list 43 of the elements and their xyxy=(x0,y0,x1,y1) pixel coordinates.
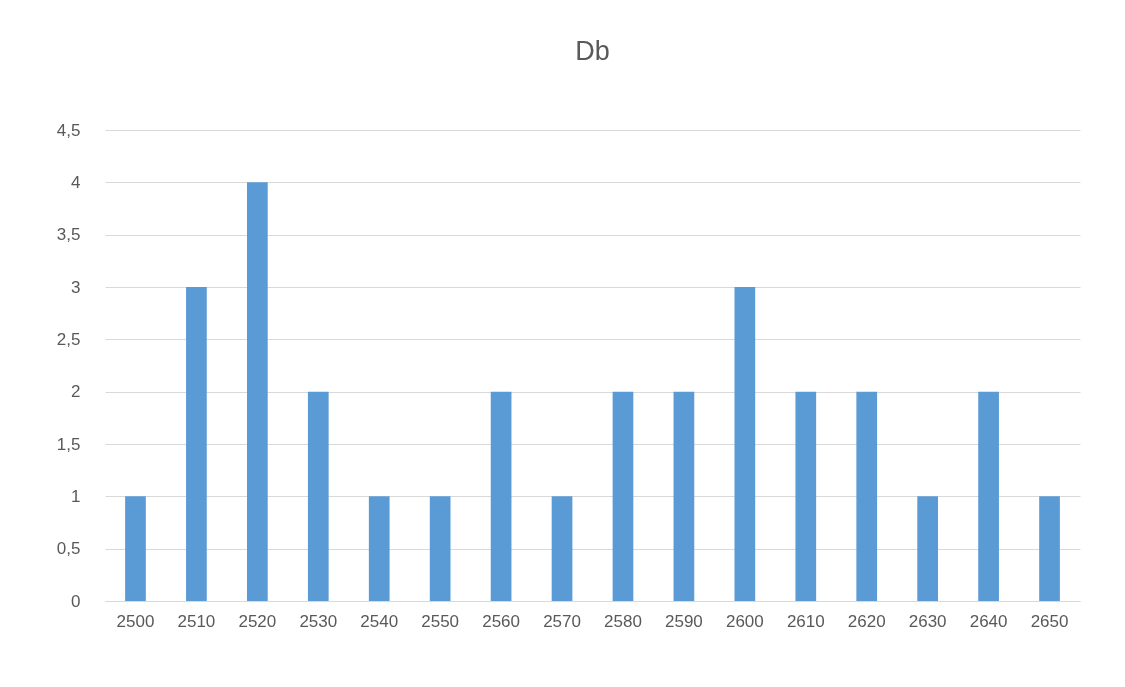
y-tick-label: 2 xyxy=(71,382,81,402)
y-tick-label: 3,5 xyxy=(56,225,81,245)
y-tick-label: 4 xyxy=(71,172,81,192)
bar xyxy=(673,391,695,601)
x-tick-label: 2640 xyxy=(969,611,1008,631)
y-tick-label: 3 xyxy=(71,277,81,297)
bar xyxy=(734,287,756,601)
y-tick-label: 0 xyxy=(71,591,81,611)
x-tick-label: 2550 xyxy=(421,611,460,631)
x-tick-label: 2650 xyxy=(1030,611,1069,631)
y-tick-label: 2,5 xyxy=(56,329,81,349)
x-tick-label: 2580 xyxy=(604,611,642,631)
bar xyxy=(490,391,512,601)
bar xyxy=(246,182,268,601)
x-tick-label: 2610 xyxy=(786,611,825,631)
bar xyxy=(978,391,999,601)
bar xyxy=(856,391,878,601)
x-tick-label: 2570 xyxy=(543,611,581,631)
x-tick-label: 2560 xyxy=(482,611,521,631)
bar xyxy=(186,287,207,601)
x-tick-label: 2540 xyxy=(360,611,399,631)
bar xyxy=(307,391,329,601)
bar xyxy=(551,496,573,601)
bar xyxy=(1039,496,1060,601)
bar xyxy=(612,391,634,601)
y-tick-label: 4,5 xyxy=(56,120,81,140)
bar xyxy=(429,496,451,601)
x-tick-label: 2630 xyxy=(908,611,947,631)
y-tick-label: 0,5 xyxy=(56,539,81,559)
x-tick-label: 2590 xyxy=(664,611,703,631)
y-tick-label: 1,5 xyxy=(56,434,81,454)
chart-title: Db xyxy=(575,36,610,66)
x-tick-label: 2520 xyxy=(238,611,277,631)
bar xyxy=(368,496,390,601)
x-tick-label: 2500 xyxy=(116,611,155,631)
bar xyxy=(795,391,817,601)
x-tick-label: 2620 xyxy=(847,611,886,631)
bar xyxy=(125,496,146,601)
x-tick-label: 2510 xyxy=(177,611,216,631)
x-tick-label: 2530 xyxy=(299,611,338,631)
bar xyxy=(917,496,939,601)
y-tick-label: 1 xyxy=(71,486,81,506)
x-tick-label: 2600 xyxy=(725,611,764,631)
